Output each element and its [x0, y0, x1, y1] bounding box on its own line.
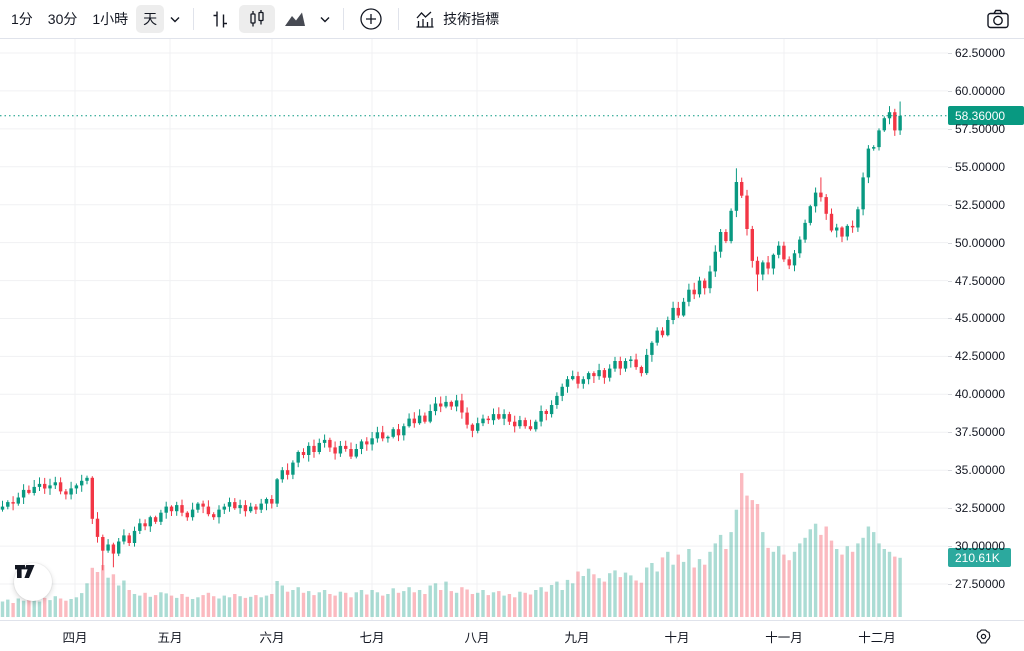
time-axis-month-label: 十二月 — [858, 630, 896, 645]
chart-type-dropdown-button[interactable] — [315, 5, 335, 33]
volume-bars-group — [0, 473, 902, 618]
time-axis-month-label: 九月 — [564, 630, 590, 645]
last-price-label: 58.36000 — [948, 106, 1024, 126]
price-tick-label: 55.00000 — [947, 159, 1006, 174]
candlestick-chart-icon — [250, 10, 264, 27]
time-axis-month-label: 五月 — [157, 630, 183, 645]
time-axis-month-label: 十一月 — [765, 630, 803, 645]
price-axis[interactable]: 58.36000 210.61K 62.50000 60.00000 57.5000… — [947, 39, 1024, 620]
chevron-down-icon — [170, 16, 180, 22]
plus-circle-icon — [360, 8, 382, 30]
price-tick-label: 42.50000 — [947, 349, 1006, 364]
gridlines-group — [0, 39, 948, 620]
chart-toolbar: 1分 30分 1小時 天 — [0, 0, 1024, 39]
toolbar-separator — [398, 8, 400, 30]
interval-1m-button[interactable]: 1分 — [4, 5, 40, 33]
chart-settings-button[interactable] — [973, 626, 994, 647]
time-axis-month-label: 四月 — [62, 630, 88, 645]
tradingview-logo-glyph — [15, 565, 35, 578]
price-tick-label: 62.50000 — [947, 46, 1006, 60]
compare-add-button[interactable] — [352, 5, 390, 33]
chevron-down-icon — [320, 16, 330, 22]
chart-type-area-button[interactable] — [276, 5, 314, 33]
time-axis-month-label: 七月 — [359, 630, 385, 645]
indicators-icon — [416, 11, 434, 28]
interval-30m-button[interactable]: 30分 — [41, 5, 85, 33]
toolbar-separator — [343, 8, 345, 30]
time-axis-month-label: 八月 — [464, 630, 490, 645]
time-axis[interactable]: 四月 五月 六月 七月 八月 九月 十月 十一月 十二月 — [0, 620, 1024, 651]
price-tick-label: 35.00000 — [947, 463, 1006, 478]
tradingview-logo[interactable] — [14, 563, 52, 601]
price-tick-label: 47.50000 — [947, 273, 1006, 288]
time-axis-month-label: 十月 — [664, 630, 690, 645]
interval-1d-button[interactable]: 天 — [136, 5, 165, 33]
area-chart-icon — [285, 12, 306, 26]
gear-icon — [976, 629, 991, 644]
interval-1h-button[interactable]: 1小時 — [85, 5, 135, 33]
price-tick-label: 27.50000 — [947, 576, 1006, 591]
chart-type-candles-button[interactable] — [239, 5, 276, 33]
interval-dropdown-button[interactable] — [165, 5, 185, 33]
toolbar-separator — [193, 8, 195, 30]
indicators-button[interactable]: 技術指標 — [407, 5, 506, 33]
time-axis-month-label: 六月 — [259, 630, 285, 645]
price-tick-label: 60.00000 — [947, 83, 1006, 98]
price-tick-label: 57.50000 — [947, 121, 1006, 136]
chart-pane[interactable] — [0, 39, 948, 620]
price-tick-label: 37.50000 — [947, 425, 1006, 440]
candles-group — [0, 101, 902, 571]
bars-chart-icon — [213, 11, 228, 28]
screenshot-button[interactable] — [978, 5, 1018, 33]
indicators-label: 技術指標 — [443, 11, 500, 27]
chart-type-bars-button[interactable] — [202, 5, 238, 33]
price-tick-label: 50.00000 — [947, 235, 1006, 250]
camera-icon — [987, 9, 1009, 29]
price-tick-label: 52.50000 — [947, 197, 1006, 212]
price-tick-label: 32.50000 — [947, 501, 1006, 516]
price-tick-label: 45.00000 — [947, 311, 1006, 326]
price-tick-label: 40.00000 — [947, 387, 1006, 402]
price-pane-svg — [0, 39, 948, 620]
price-tick-label: 30.00000 — [947, 539, 1006, 554]
last-volume-label: 210.61K — [948, 548, 1011, 568]
